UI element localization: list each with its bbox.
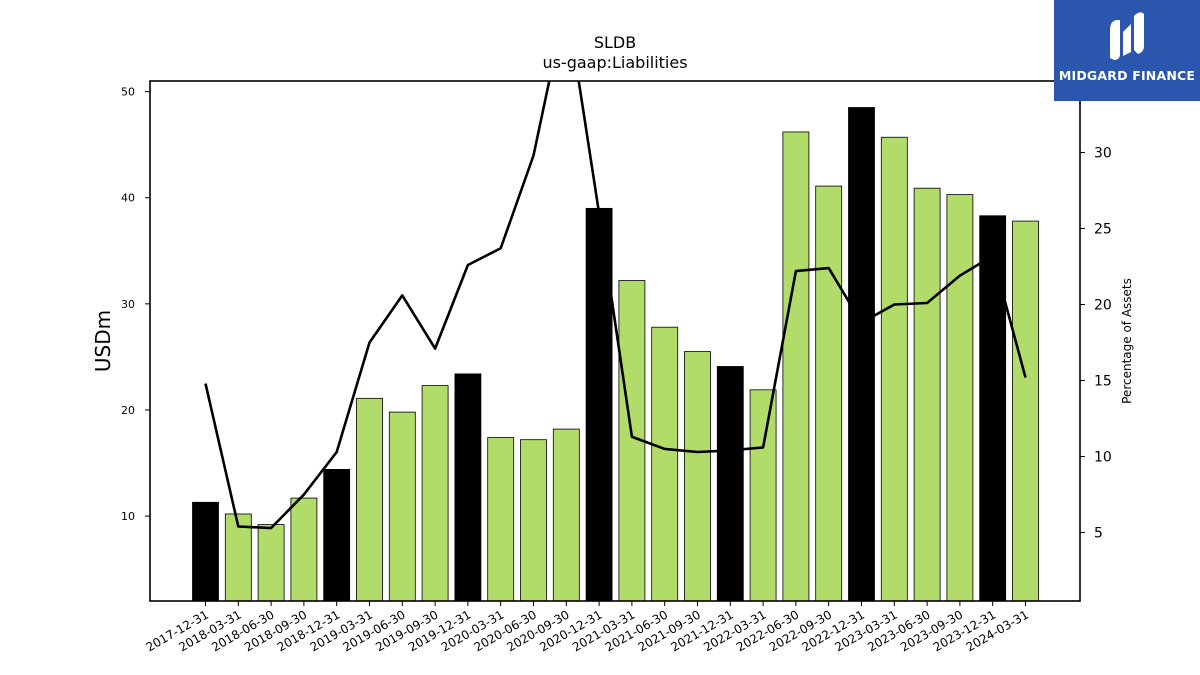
y-axis-ticks: 10 20 30 40 50 (121, 86, 150, 523)
bar-2024-03-31 (1012, 220, 1039, 602)
percentage-line-layer (204, 81, 1027, 530)
y-tick-label: 40 (121, 192, 135, 205)
bar-2019-06-30 (388, 411, 416, 602)
bar-2023-03-31 (880, 136, 908, 602)
bar-2020-03-31 (487, 437, 515, 602)
bar-2021-06-30 (651, 326, 679, 602)
y2-axis-label: Percentage of Assets (1120, 278, 1134, 404)
y-tick-label: 10 (121, 510, 135, 523)
bar-2023-12-31 (979, 215, 1007, 602)
logo-mark-icon (1110, 12, 1144, 60)
y-tick-label: 20 (121, 404, 135, 417)
logo-text: MIDGARD FINANCE (1058, 68, 1196, 83)
bar-2021-12-31 (716, 366, 744, 602)
y-axis-label: USDm (91, 310, 115, 372)
chart-subtitle: us-gaap:Liabilities (542, 53, 687, 72)
bar-2022-03-31 (749, 389, 777, 602)
bar-2018-12-31 (323, 469, 351, 602)
percentage-of-assets-line (204, 81, 1027, 530)
y2-tick-label: 5 (1094, 526, 1103, 542)
y2-axis-ticks: 5 10 15 20 25 30 (1080, 145, 1112, 542)
y2-tick-label: 20 (1094, 298, 1112, 314)
bar-2020-09-30 (552, 428, 580, 602)
plot-frame (149, 80, 1081, 602)
bar-2018-03-31 (224, 513, 252, 602)
y2-tick-label: 15 (1094, 374, 1112, 390)
x-axis-ticks: 2017-12-312018-03-312018-06-302018-09-30… (144, 601, 1031, 654)
bar-2018-06-30 (257, 524, 285, 602)
bar-2022-09-30 (815, 185, 843, 602)
bar-2022-06-30 (782, 131, 810, 602)
bar-2019-09-30 (421, 385, 449, 602)
bar-2021-09-30 (684, 351, 711, 602)
y2-tick-label: 30 (1094, 145, 1112, 161)
bar-2019-03-31 (356, 397, 383, 602)
bar-2022-12-31 (848, 107, 875, 602)
bars (192, 107, 1039, 602)
bar-2018-09-30 (290, 497, 318, 602)
y2-tick-label: 25 (1094, 221, 1112, 237)
bar-2023-09-30 (946, 194, 974, 602)
bar-2020-06-30 (520, 439, 547, 602)
y-tick-label: 30 (121, 298, 135, 311)
bar-2017-12-31 (192, 501, 219, 602)
midgard-finance-logo: MIDGARD FINANCE (1054, 0, 1200, 101)
bar-2023-06-30 (913, 187, 941, 602)
chart-title: SLDB (594, 33, 636, 52)
y2-tick-label: 10 (1094, 450, 1112, 466)
y-tick-label: 50 (121, 86, 135, 99)
bar-2019-12-31 (454, 373, 482, 602)
